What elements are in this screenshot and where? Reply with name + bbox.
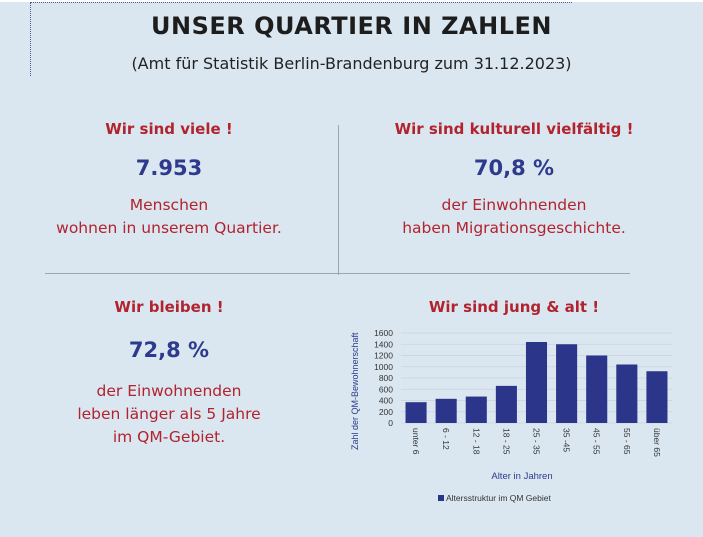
x-tick-label: 35 -45 [562, 428, 572, 452]
top-strip [0, 0, 703, 2]
panel-text-2: wohnen in unserem Quartier. [56, 219, 282, 237]
y-tick-label: 600 [379, 384, 393, 394]
panel-text-1: der Einwohnenden [96, 382, 242, 400]
panel-heading: Wir bleiben ! [114, 298, 224, 316]
y-tick-label: 1000 [374, 362, 393, 372]
x-tick-label: 25 - 35 [532, 428, 542, 455]
bar-0 [405, 402, 427, 423]
page-subtitle: (Amt für Statistik Berlin-Brandenburg zu… [131, 54, 572, 73]
x-tick-label: 55 - 65 [622, 428, 632, 455]
legend-swatch [438, 495, 444, 501]
x-tick-label: 12 - 18 [471, 428, 481, 455]
x-tick-label: 45 - 55 [592, 428, 602, 455]
panel-heading: Wir sind viele ! [105, 120, 233, 138]
panel-text-2: leben länger als 5 Jahre [77, 405, 261, 423]
bar-7 [616, 364, 638, 423]
dotted-border-left [30, 2, 31, 76]
legend-label: Altersstruktur im QM Gebiet [446, 493, 551, 503]
bar-3 [495, 385, 517, 423]
dotted-border-top [30, 2, 572, 3]
x-tick-label: unter 6 [411, 428, 421, 455]
x-tick-label: 18 - 25 [501, 428, 511, 455]
panel-text-1: der Einwohnenden [441, 196, 587, 214]
panel-stay: Wir bleiben ! 72,8 % der Einwohnenden le… [24, 298, 314, 449]
y-tick-label: 1600 [374, 328, 393, 338]
bar-6 [586, 355, 608, 423]
panel-population: Wir sind viele ! 7.953 Menschen wohnen i… [24, 120, 314, 240]
panel-age: Wir sind jung & alt ! [349, 298, 679, 316]
y-tick-label: 1200 [374, 351, 393, 361]
panel-value: 72,8 % [128, 338, 210, 362]
y-tick-label: 1400 [374, 339, 393, 349]
x-tick-label: 6 - 12 [441, 428, 451, 450]
panel-text-2: haben Migrationsgeschichte. [402, 219, 626, 237]
panel-heading: Wir sind jung & alt ! [428, 298, 600, 316]
panel-heading: Wir sind kulturell vielfältig ! [394, 120, 634, 138]
y-tick-label: 0 [388, 418, 393, 428]
y-tick-label: 800 [379, 373, 393, 383]
panel-value: 7.953 [135, 156, 203, 180]
bar-4 [525, 342, 548, 423]
x-axis-label: Alter in Jahren [491, 471, 552, 482]
horizontal-divider [45, 273, 630, 274]
panel-diversity: Wir sind kulturell vielfältig ! 70,8 % d… [349, 120, 679, 240]
page-title: UNSER QUARTIER IN ZAHLEN [151, 12, 552, 40]
y-axis-label: Zahl der QM-Bewohnerschaft [350, 332, 360, 450]
bar-2 [465, 396, 487, 423]
bar-5 [556, 344, 578, 423]
bar-8 [646, 371, 668, 423]
x-tick-label: über 65 [652, 428, 662, 457]
panel-text-3: im QM-Gebiet. [112, 428, 226, 446]
panel-text-1: Menschen [129, 196, 209, 214]
bar-1 [435, 398, 457, 423]
panel-value: 70,8 % [473, 156, 555, 180]
y-tick-label: 400 [379, 396, 393, 406]
y-tick-label: 200 [379, 407, 393, 417]
vertical-divider [338, 125, 339, 275]
